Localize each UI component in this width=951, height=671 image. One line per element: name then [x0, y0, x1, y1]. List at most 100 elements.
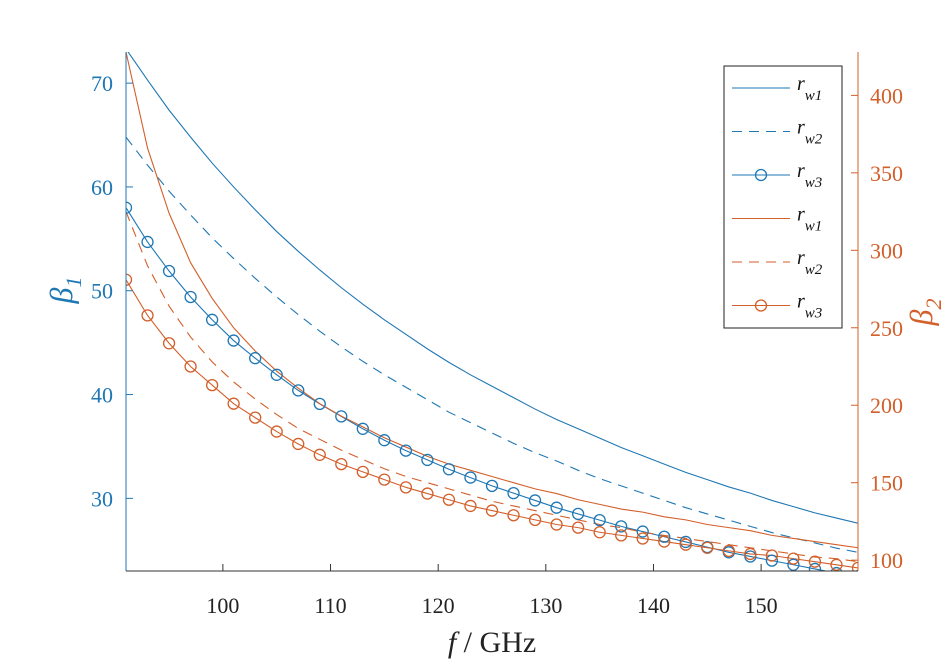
data-point-right-w3	[830, 558, 843, 571]
series-line-left-w2	[126, 136, 858, 553]
data-point-right-w3	[421, 487, 434, 500]
y-right-tick-label: 150	[870, 471, 903, 496]
data-point-right-w3	[270, 425, 283, 438]
legend-label-sub: w3	[805, 175, 823, 191]
data-point-left-w3	[249, 352, 262, 365]
data-point-left-w3	[636, 525, 649, 538]
data-point-right-w3	[442, 493, 456, 506]
series-line-left-w3	[126, 207, 829, 571]
data-point-left-w3	[356, 422, 369, 435]
data-point-right-w3	[851, 561, 858, 571]
legend-label: rw1	[797, 204, 822, 235]
series-markers	[126, 201, 858, 571]
series-line-left-w1	[127, 52, 858, 524]
data-point-right-w3	[765, 549, 779, 562]
series-line-right-w2	[126, 211, 858, 563]
y-left-tick-label: 50	[91, 279, 113, 304]
data-point-right-w3	[227, 397, 240, 410]
legend-label-main: r	[797, 117, 805, 139]
y-left-axis-label-sym: β	[43, 287, 79, 304]
data-point-right-w3	[787, 552, 800, 565]
legend-label: rw1	[797, 73, 822, 104]
data-point-right-w3	[184, 360, 197, 373]
data-point-left-w3	[141, 235, 154, 249]
data-point-left-w3	[507, 486, 520, 500]
data-point-right-w3	[378, 473, 391, 486]
y-right-axis-label: β2	[903, 299, 946, 327]
data-point-left-w3	[313, 397, 326, 411]
legend-box	[723, 65, 843, 329]
data-point-right-w3	[205, 378, 219, 392]
y-right-tick-label: 300	[870, 238, 903, 263]
data-point-right-w3	[744, 547, 757, 561]
data-point-left-w3	[593, 513, 606, 527]
legend-label-sub: w3	[805, 306, 823, 322]
data-point-left-w3	[421, 453, 434, 467]
x-tick-label: 120	[422, 593, 455, 618]
data-point-right-w3	[141, 309, 154, 322]
y-left-tick-label: 60	[91, 175, 113, 200]
legend-label-sub: w1	[805, 219, 823, 235]
legend-label: rw3	[797, 160, 822, 191]
y-right-tick-label: 200	[870, 393, 903, 418]
data-point-right-w3	[464, 499, 477, 513]
data-point-left-w3	[830, 566, 843, 571]
data-point-right-w3	[126, 273, 133, 286]
data-point-right-w3	[162, 337, 176, 350]
data-point-left-w3	[658, 530, 671, 543]
data-point-right-w3	[636, 532, 649, 545]
x-axis-label-unit: GHz	[480, 626, 537, 659]
data-point-right-w3	[571, 521, 585, 534]
legend-label: rw3	[797, 291, 822, 322]
y-left-tick-label: 30	[91, 486, 113, 511]
data-point-right-w3	[292, 437, 305, 451]
data-point-left-w3	[464, 471, 477, 484]
data-point-right-w3	[701, 541, 714, 554]
y-left-axis-label-sub: 1	[61, 277, 86, 288]
data-point-left-w3	[292, 384, 305, 397]
data-point-left-w3	[571, 507, 585, 521]
x-tick-label: 100	[206, 593, 239, 618]
y-right-axis-label-sub: 2	[921, 299, 946, 310]
legend-label: rw2	[797, 247, 823, 278]
data-point-right-w3	[808, 555, 822, 568]
data-point-left-w3	[808, 562, 822, 571]
y-right-tick-label: 400	[870, 83, 903, 108]
data-point-left-w3	[399, 444, 413, 457]
legend-marker-left-w3	[754, 168, 768, 182]
legend-label-sub: w2	[805, 132, 823, 148]
data-point-right-w3	[679, 538, 692, 551]
legend-label-main: r	[797, 73, 805, 95]
y-right-tick-label: 100	[870, 548, 903, 573]
data-point-right-w3	[249, 411, 262, 424]
series-line-right-w3	[126, 279, 858, 569]
data-point-right-w3	[658, 535, 671, 548]
data-point-left-w3	[227, 334, 240, 347]
y-right-axis-label-sym: β	[903, 309, 939, 326]
data-point-right-w3	[335, 457, 348, 471]
x-tick-label: 150	[745, 593, 778, 618]
data-point-left-w3	[205, 313, 219, 326]
data-point-left-w3	[270, 368, 283, 381]
legend-label-sub: w1	[805, 88, 823, 104]
y-right-tick-label: 350	[870, 161, 903, 186]
legend-label-main: r	[797, 204, 805, 226]
y-left-axis-label: β1	[43, 277, 86, 305]
legend-marker-right-w3	[754, 299, 768, 312]
data-point-left-w3	[528, 494, 542, 507]
data-point-left-w3	[378, 434, 391, 447]
data-point-right-w3	[722, 544, 735, 558]
data-point-left-w3	[765, 554, 779, 567]
data-point-right-w3	[593, 526, 606, 539]
data-point-right-w3	[313, 448, 326, 461]
tick-labels: 100 110 120 130 140 150 30 40 50 60 70 100 150 200 250…	[91, 71, 903, 618]
y-left-tick-label: 40	[91, 383, 113, 408]
data-point-right-w3	[356, 465, 369, 479]
x-tick-label: 110	[314, 593, 346, 618]
data-point-right-w3	[528, 513, 542, 527]
data-point-left-w3	[854, 570, 858, 571]
data-point-left-w3	[550, 501, 563, 514]
